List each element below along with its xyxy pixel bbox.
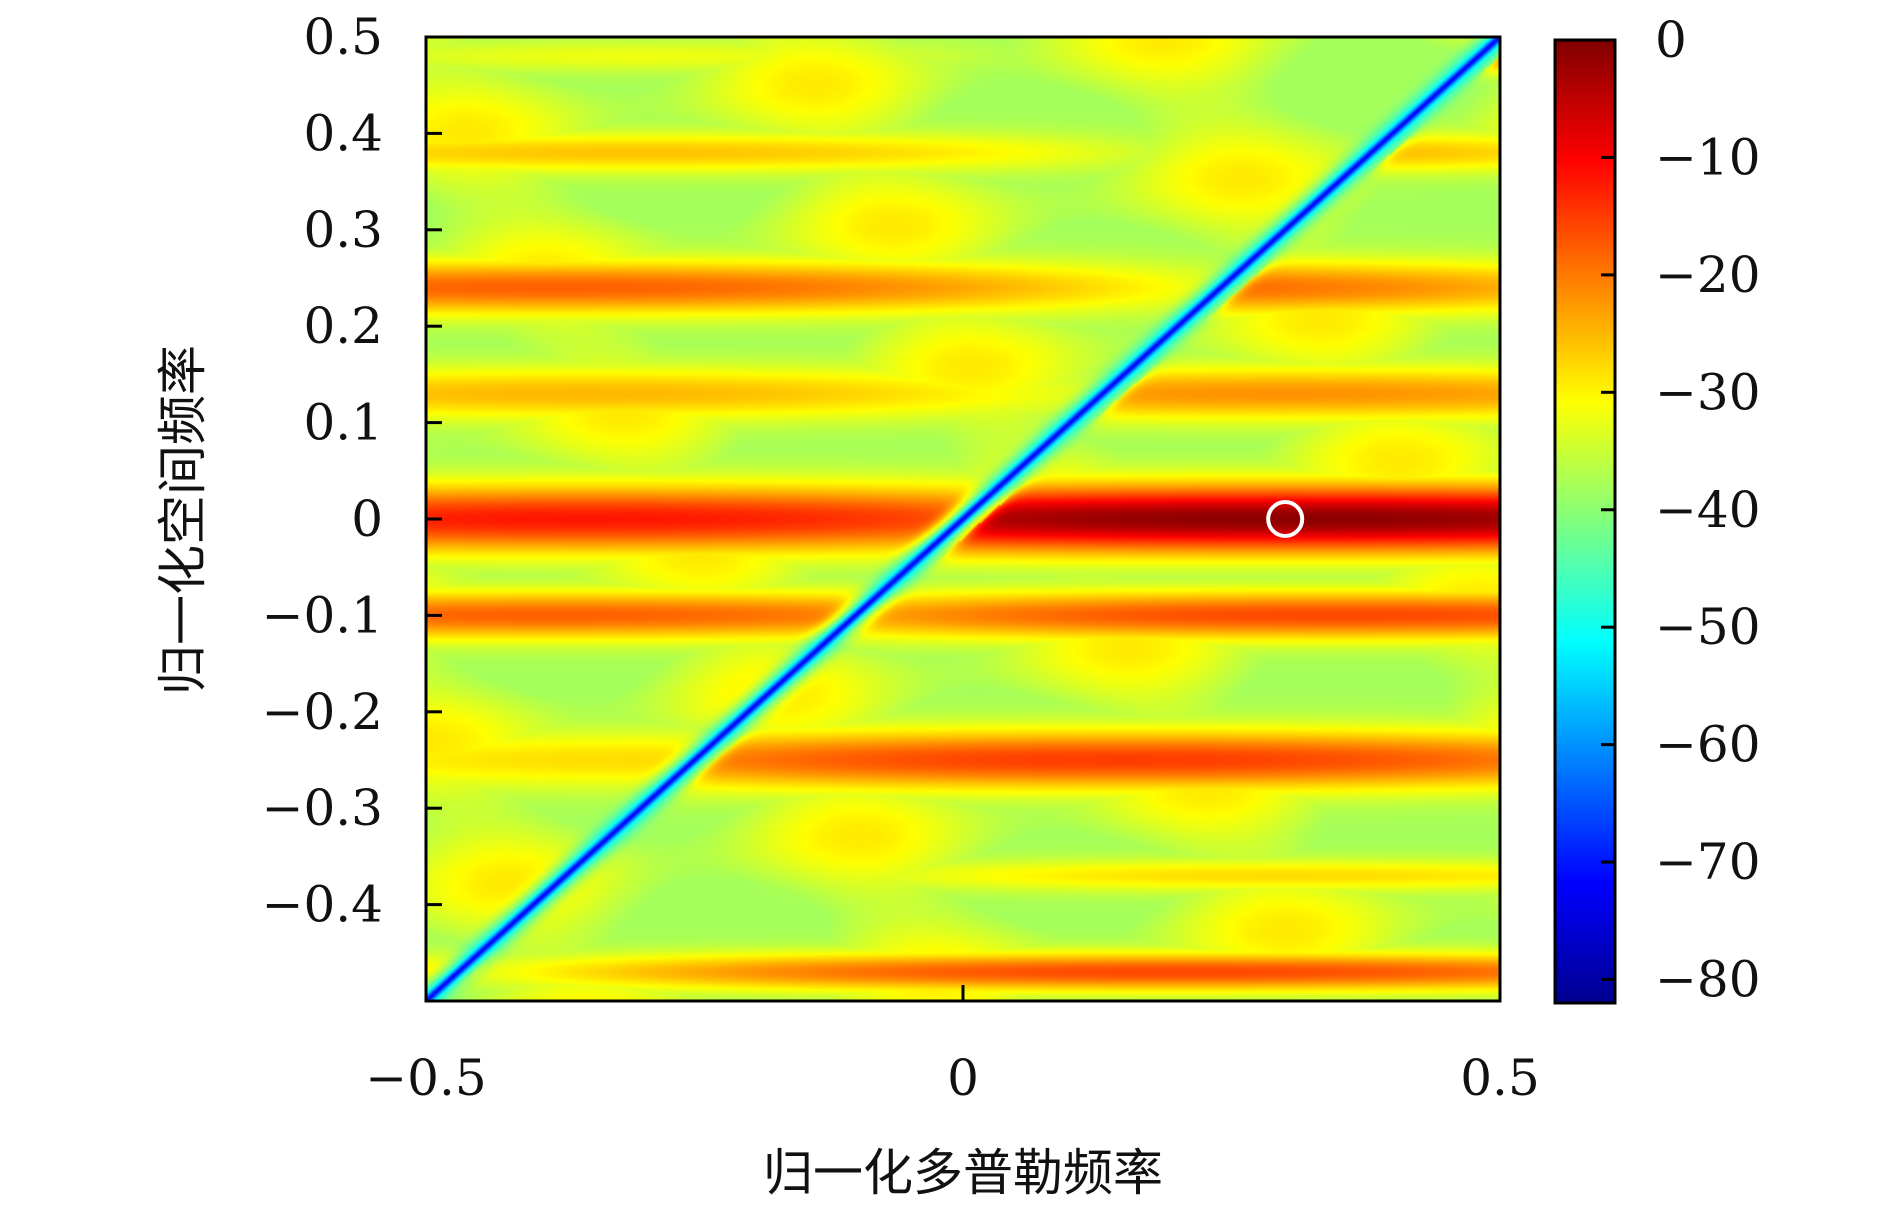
y-tick-label: −0.1 [262, 586, 383, 644]
target-marker [1266, 500, 1305, 538]
y-tick-label: 0.3 [303, 201, 383, 259]
x-tick-label: 0.5 [1460, 1049, 1540, 1107]
colorbar-tick-label: −60 [1655, 716, 1761, 774]
x-axis-title: 归一化多普勒频率 [763, 1144, 1163, 1202]
y-tick-label: 0.4 [303, 104, 383, 162]
y-tick-label: −0.2 [262, 683, 383, 741]
colorbar-tick-label: −70 [1655, 833, 1761, 891]
heatmap-image [426, 37, 1500, 1001]
colorbar [1553, 38, 1617, 1005]
x-axis: −0.5 0 0.5 [365, 985, 1540, 1107]
y-tick-label: 0 [351, 490, 383, 548]
colorbar-tick-label: 0 [1655, 11, 1687, 69]
y-tick-label: 0.2 [303, 297, 383, 355]
colorbar-tick-label: −40 [1655, 481, 1761, 539]
y-axis: 0.5 0.4 0.3 0.2 0.1 0 −0.1 −0.2 −0.3 −0.4 [262, 8, 442, 934]
colorbar-tick-label: −50 [1655, 598, 1761, 656]
x-tick-label: −0.5 [365, 1049, 486, 1107]
y-axis-title: 归一化空间频率 [154, 345, 212, 695]
colorbar-tick-label: −80 [1655, 951, 1761, 1009]
y-tick-label: −0.3 [262, 779, 383, 837]
y-tick-label: 0.1 [303, 394, 383, 452]
x-tick-label: 0 [947, 1049, 979, 1107]
y-tick-label: 0.5 [303, 8, 383, 66]
y-tick-label: −0.4 [262, 876, 383, 934]
colorbar-tick-label: −20 [1655, 246, 1761, 304]
colorbar-tick-label: −10 [1655, 128, 1761, 186]
colorbar-tick-label: −30 [1655, 363, 1761, 421]
colorbar-axis: 0 −10 −20 −30 −40 −50 −60 −70 −80 [1601, 11, 1761, 1009]
